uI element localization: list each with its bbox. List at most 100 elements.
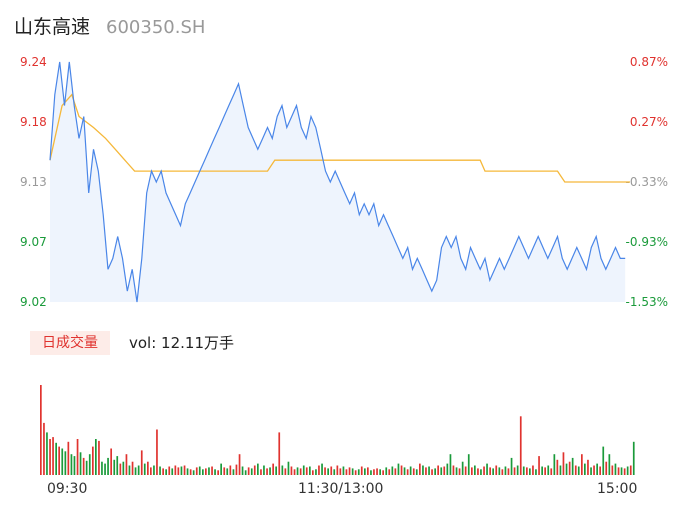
- volume-bar: [382, 470, 384, 475]
- volume-bar: [266, 468, 268, 475]
- volume-bar: [565, 463, 568, 475]
- volume-bar: [620, 467, 623, 475]
- volume-bar: [55, 442, 57, 475]
- volume-bar: [348, 467, 351, 475]
- volume-bar: [593, 465, 595, 475]
- volume-bar: [192, 470, 195, 475]
- volume-bar: [544, 467, 546, 475]
- volume-bar: [577, 466, 580, 475]
- average-price-line: [49, 93, 630, 183]
- volume-bar: [440, 467, 443, 475]
- volume-bar: [321, 463, 323, 475]
- volume-bar: [110, 448, 112, 475]
- volume-tab[interactable]: 日成交量: [30, 331, 110, 355]
- volume-bar: [495, 465, 498, 475]
- volume-bar: [122, 461, 125, 475]
- volume-bar: [198, 466, 201, 475]
- volume-bar: [162, 468, 164, 475]
- volume-bar: [498, 467, 501, 475]
- volume-bar: [253, 465, 256, 475]
- volume-bar: [538, 456, 540, 475]
- volume-bar: [223, 467, 226, 475]
- volume-bar: [574, 465, 577, 475]
- volume-bar: [324, 467, 326, 475]
- volume-bar: [590, 467, 592, 475]
- volume-bar: [95, 439, 97, 475]
- volume-bar: [391, 466, 394, 475]
- volume-bar: [464, 466, 467, 475]
- volume-bar: [617, 467, 620, 475]
- volume-bar: [483, 466, 485, 475]
- volume-bar: [437, 465, 439, 475]
- volume-bar: [486, 463, 488, 475]
- volume-bar: [602, 446, 605, 475]
- volume-bar: [376, 468, 378, 475]
- volume-bar: [70, 454, 73, 475]
- price-tick-label: 9.07: [20, 235, 47, 249]
- volume-bar: [52, 437, 54, 475]
- volume-bar: [360, 466, 363, 475]
- volume-bar: [174, 465, 177, 475]
- volume-bar: [183, 465, 186, 475]
- volume-bar: [180, 466, 183, 475]
- volume-bar: [581, 454, 583, 475]
- volume-bar: [73, 456, 76, 475]
- volume-bar: [519, 416, 522, 475]
- volume-bar: [477, 468, 479, 475]
- volume-bar: [278, 432, 281, 475]
- volume-bar: [409, 466, 412, 475]
- volume-bar: [293, 469, 296, 475]
- volume-bar: [305, 467, 308, 475]
- volume-bar: [247, 467, 250, 475]
- volume-bar: [547, 465, 550, 475]
- volume-bar: [559, 465, 562, 475]
- volume-bar: [315, 469, 317, 475]
- volume-bar: [269, 467, 271, 475]
- stock-code: 600350.SH: [106, 17, 206, 38]
- volume-bar: [461, 461, 464, 475]
- volume-bar: [467, 454, 470, 475]
- volume-bar: [186, 468, 189, 475]
- volume-bar: [128, 465, 131, 475]
- volume-bar: [177, 467, 180, 475]
- volume-bar: [159, 466, 161, 475]
- volume-bar: [412, 468, 415, 475]
- price-tick-label: 9.02: [20, 295, 47, 309]
- volume-bar: [101, 461, 103, 475]
- volume-bar: [504, 466, 507, 475]
- volume-bar: [623, 468, 626, 475]
- volume-bar: [150, 467, 152, 475]
- volume-bar: [88, 454, 91, 475]
- volume-bar: [76, 439, 79, 475]
- volume-bar: [587, 459, 589, 475]
- volume-bar: [220, 463, 222, 475]
- volume-bar: [568, 461, 571, 475]
- volume-bar: [116, 456, 119, 475]
- volume-bar: [202, 469, 204, 475]
- volume-bar: [501, 469, 504, 475]
- percent-tick-label: -1.53%: [626, 295, 668, 309]
- volume-bar: [327, 468, 329, 475]
- volume-bar: [431, 469, 433, 475]
- volume-bar: [49, 439, 51, 475]
- time-label-mid: 11:30/13:00: [298, 481, 384, 497]
- volume-bar: [61, 448, 64, 475]
- price-tick-label: 9.24: [20, 55, 47, 69]
- volume-bar: [556, 459, 559, 475]
- volume-bar: [351, 468, 354, 475]
- volume-bar: [235, 464, 238, 475]
- volume-bar: [571, 457, 574, 475]
- volume-bar: [333, 469, 336, 475]
- volume-bar: [400, 465, 403, 475]
- percent-tick-label: -0.33%: [626, 175, 668, 189]
- volume-bar: [357, 469, 360, 475]
- volume-bar: [257, 463, 259, 475]
- volume-bar: [312, 470, 314, 475]
- volume-readout: vol: 12.11万手: [129, 334, 234, 352]
- volume-bar: [370, 470, 372, 475]
- volume-bar: [281, 465, 284, 475]
- volume-bar: [510, 457, 513, 475]
- price-line: [49, 61, 626, 303]
- volume-bar: [165, 469, 167, 475]
